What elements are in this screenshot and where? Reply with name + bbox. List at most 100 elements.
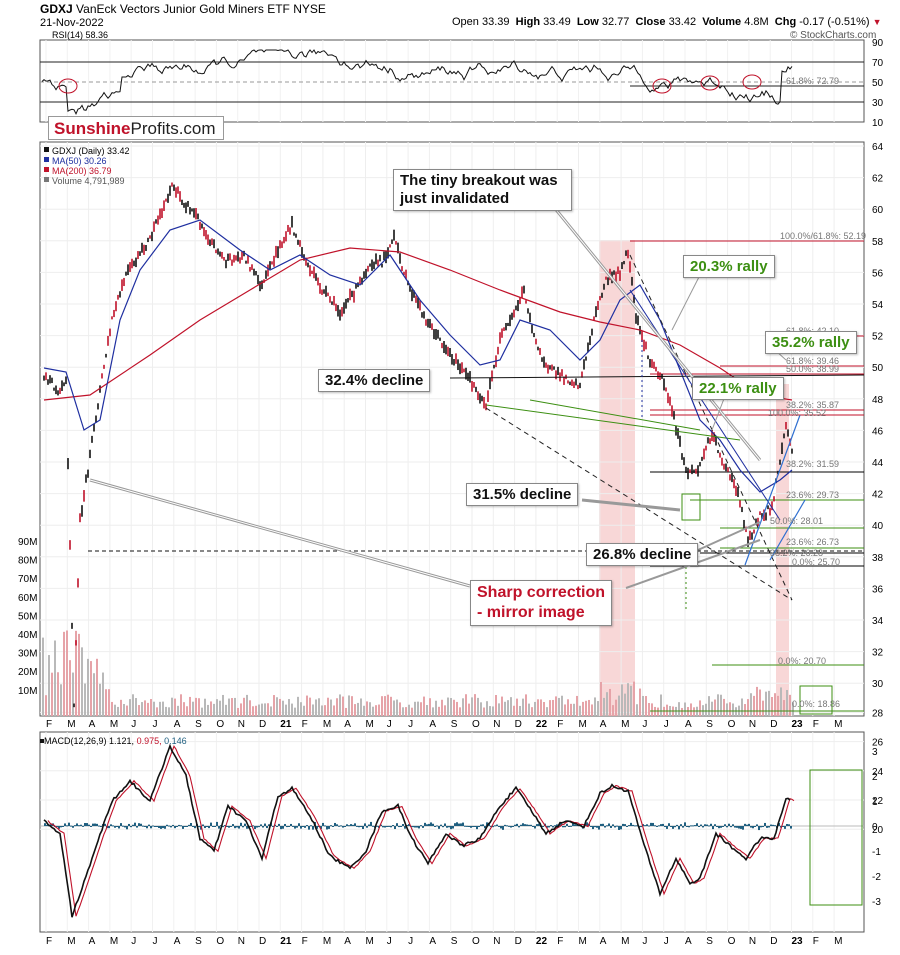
volume-bar (639, 688, 641, 716)
legend-ma50: MA(50) 30.26 (52, 156, 107, 166)
volume-bar (678, 702, 680, 716)
volume-bar (633, 681, 635, 716)
low-value: 32.77 (601, 16, 630, 28)
month-label-b-29: J (664, 936, 669, 947)
volume-bar (75, 630, 77, 716)
macd-hist-bar (246, 826, 248, 829)
volume-bar (195, 697, 197, 716)
price-tick-22: 22 (872, 796, 884, 807)
volume-bar (318, 698, 320, 716)
macd-hist-bar (712, 826, 714, 830)
volume-bar (210, 701, 212, 716)
volume-bar (684, 702, 686, 716)
legend-price: GDXJ (Daily) 33.42 (52, 146, 130, 156)
macd-hist-bar (226, 826, 228, 827)
macd-hist-bar (184, 826, 186, 827)
volume-bar (147, 702, 149, 716)
month-label-17: J (408, 719, 413, 730)
macd-hist-bar (234, 826, 236, 829)
price-tick-30: 30 (872, 679, 884, 690)
volume-bar (492, 706, 494, 716)
macd-hist-bar (44, 823, 46, 826)
background-layer (599, 240, 789, 716)
macd-hist-bar (610, 826, 612, 828)
macd-hist-bar (514, 824, 516, 826)
macd-hist-bar (740, 826, 742, 829)
volume-tick-2: 70M (18, 574, 37, 585)
month-label-b-2: A (89, 936, 96, 947)
highlight-zone-apr22 (599, 240, 635, 716)
month-label-b-7: S (195, 936, 202, 947)
volume-bar (606, 692, 608, 716)
highlight-zone-nov22 (776, 384, 789, 716)
fib-label-f3: 61.8%: 39.46 (786, 356, 839, 366)
month-label-b-26: A (600, 936, 607, 947)
macd-hist-bar (254, 826, 256, 830)
volume-bar (51, 672, 53, 716)
volume-bar (342, 696, 344, 716)
macd-hist-bar (704, 824, 706, 826)
month-label-36: F (813, 719, 819, 730)
macd-hist-bar (80, 824, 82, 826)
fib-label-f13: 0.0%: 20.70 (778, 656, 826, 666)
macd-hist-bar (400, 826, 402, 827)
volume-bar (489, 706, 491, 716)
month-label-3: M (110, 719, 118, 730)
volume-bar (399, 702, 401, 716)
volume-bar (120, 699, 122, 716)
volume-bar (168, 707, 170, 716)
month-label-4: J (131, 719, 136, 730)
volume-bar (114, 704, 116, 716)
volume-bar (96, 658, 98, 716)
volume-bar (255, 705, 257, 716)
macd-hist-bar (216, 821, 218, 826)
volume-bar (327, 697, 329, 716)
volume-tick-3: 60M (18, 593, 37, 604)
volume-bar (522, 698, 524, 716)
volume-bar (144, 700, 146, 716)
macd-hist-bar (150, 826, 152, 829)
month-label-6: A (174, 719, 181, 730)
macd-hist-bar (700, 824, 702, 826)
macd-hist-bar (772, 824, 774, 826)
macd-hist-bar (604, 826, 606, 828)
close-label: Close (635, 16, 666, 28)
volume-bar (588, 699, 590, 716)
macd-hist-bar (458, 823, 460, 826)
volume-bar (243, 697, 245, 716)
macd-hist-bar (608, 823, 610, 826)
month-label-b-16: J (387, 936, 392, 947)
price-tick-24: 24 (872, 767, 884, 778)
volume-bar (201, 707, 203, 716)
macd-hist-bar (282, 826, 284, 829)
macd-hist-bar (290, 823, 292, 826)
volume-bar (615, 699, 617, 716)
macd-hist-bar (280, 826, 282, 830)
macd-hist-bar (212, 826, 214, 827)
price-tick-64: 64 (872, 142, 884, 153)
month-label-20: O (472, 719, 480, 730)
macd-hist-bar (770, 824, 772, 826)
macd-hist-bar (464, 825, 466, 827)
month-label-b-14: A (344, 936, 351, 947)
volume-bar (54, 640, 56, 716)
rally-22-callout: 22.1% rally (692, 377, 784, 400)
volume-bar (747, 699, 749, 716)
volume-bar (225, 704, 227, 716)
macd-hist-bar (424, 822, 426, 826)
macd-hist-bar (690, 825, 692, 827)
macd-hist-bar (142, 825, 144, 827)
volume-bar (750, 693, 752, 716)
macd-hist-bar (612, 824, 614, 826)
price-tick-32: 32 (872, 648, 884, 659)
macd-hist-bar (384, 826, 386, 828)
macd-hist-bar (264, 823, 266, 826)
volume-bar (687, 707, 689, 716)
macd-hist-bar (594, 826, 596, 828)
macd-hist-bar (100, 826, 102, 827)
macd-hist-bar (286, 826, 288, 828)
volume-bar (516, 698, 518, 716)
volume-bar (420, 702, 422, 716)
volume-bar (594, 697, 596, 716)
rally20-pointer (671, 274, 701, 331)
